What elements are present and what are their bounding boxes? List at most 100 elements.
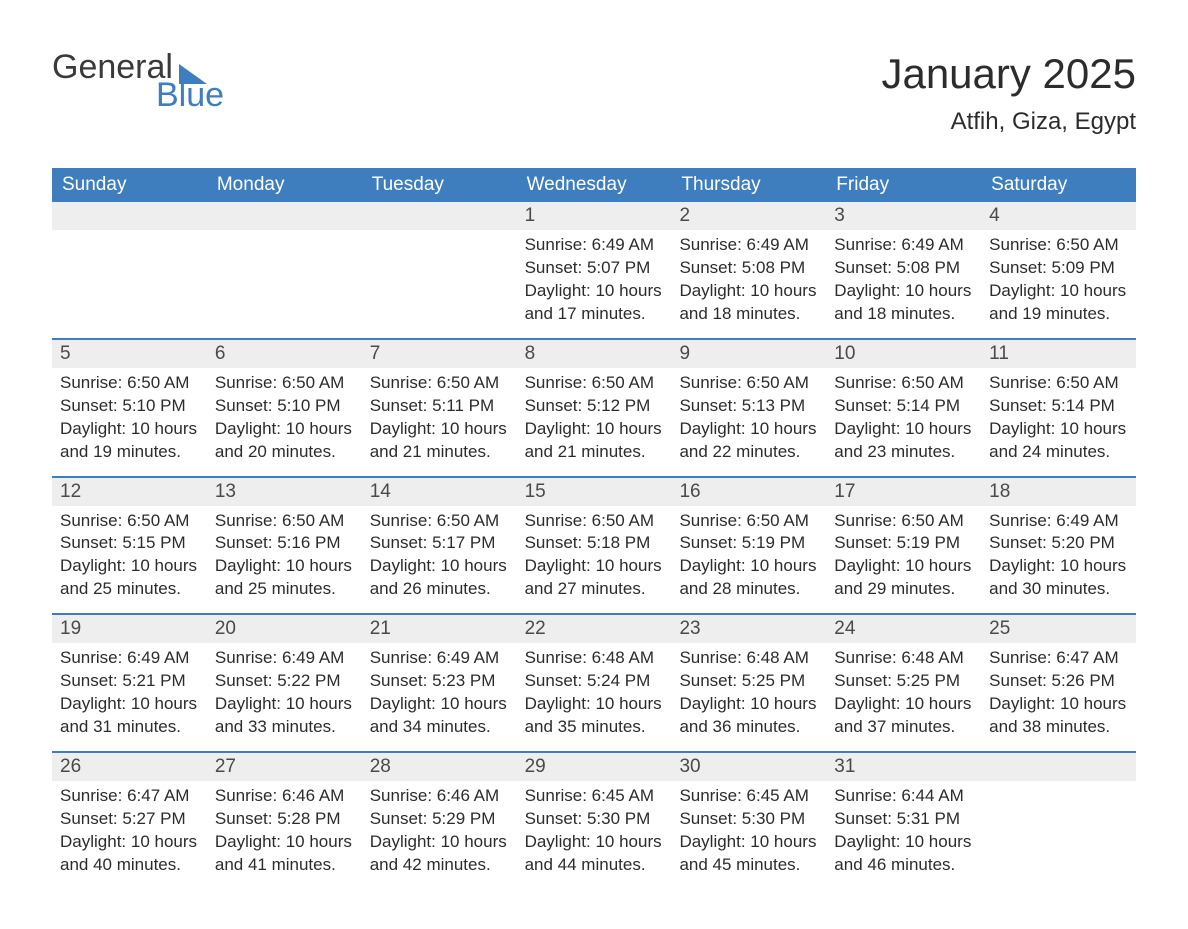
day-body: Sunrise: 6:49 AMSunset: 5:22 PMDaylight:… <box>207 643 362 751</box>
sunset-text: Sunset: 5:15 PM <box>60 532 199 555</box>
sunrise-text: Sunrise: 6:50 AM <box>679 510 818 533</box>
day-body: Sunrise: 6:50 AMSunset: 5:12 PMDaylight:… <box>517 368 672 476</box>
sunset-text: Sunset: 5:22 PM <box>215 670 354 693</box>
sunrise-text: Sunrise: 6:46 AM <box>215 785 354 808</box>
daylight-text: Daylight: 10 hours and 18 minutes. <box>834 280 973 326</box>
header: General Blue January 2025 Atfih, Giza, E… <box>52 50 1136 136</box>
day-body: Sunrise: 6:50 AMSunset: 5:15 PMDaylight:… <box>52 506 207 614</box>
daylight-text: Daylight: 10 hours and 24 minutes. <box>989 418 1128 464</box>
dow-tue: Tuesday <box>362 168 517 202</box>
daylight-text: Daylight: 10 hours and 26 minutes. <box>370 555 509 601</box>
daylight-text: Daylight: 10 hours and 41 minutes. <box>215 831 354 877</box>
day-body: Sunrise: 6:50 AMSunset: 5:11 PMDaylight:… <box>362 368 517 476</box>
sunset-text: Sunset: 5:10 PM <box>60 395 199 418</box>
day-body <box>207 230 362 338</box>
calendar: Sunday Monday Tuesday Wednesday Thursday… <box>52 168 1136 889</box>
dow-mon: Monday <box>207 168 362 202</box>
day-number: 19 <box>52 615 207 643</box>
daylight-text: Daylight: 10 hours and 45 minutes. <box>679 831 818 877</box>
daylight-text: Daylight: 10 hours and 20 minutes. <box>215 418 354 464</box>
sunset-text: Sunset: 5:20 PM <box>989 532 1128 555</box>
day-number: 4 <box>981 202 1136 230</box>
dow-fri: Friday <box>826 168 981 202</box>
sunset-text: Sunset: 5:24 PM <box>525 670 664 693</box>
sunrise-text: Sunrise: 6:48 AM <box>525 647 664 670</box>
day-number: 22 <box>517 615 672 643</box>
day-number: 26 <box>52 753 207 781</box>
day-number: 15 <box>517 478 672 506</box>
page: General Blue January 2025 Atfih, Giza, E… <box>0 0 1188 929</box>
day-number: 23 <box>671 615 826 643</box>
daylight-text: Daylight: 10 hours and 31 minutes. <box>60 693 199 739</box>
daylight-text: Daylight: 10 hours and 40 minutes. <box>60 831 199 877</box>
sunrise-text: Sunrise: 6:48 AM <box>679 647 818 670</box>
daybody-row: Sunrise: 6:50 AMSunset: 5:10 PMDaylight:… <box>52 368 1136 476</box>
weeks-container: 1234Sunrise: 6:49 AMSunset: 5:07 PMDayli… <box>52 202 1136 889</box>
sunrise-text: Sunrise: 6:49 AM <box>525 234 664 257</box>
sunset-text: Sunset: 5:18 PM <box>525 532 664 555</box>
day-number <box>52 202 207 230</box>
daylight-text: Daylight: 10 hours and 23 minutes. <box>834 418 973 464</box>
day-number: 27 <box>207 753 362 781</box>
day-number: 11 <box>981 340 1136 368</box>
daynum-row: 262728293031 <box>52 753 1136 781</box>
sunrise-text: Sunrise: 6:50 AM <box>834 372 973 395</box>
week-wrap: 12131415161718Sunrise: 6:50 AMSunset: 5:… <box>52 476 1136 614</box>
day-body: Sunrise: 6:50 AMSunset: 5:13 PMDaylight:… <box>671 368 826 476</box>
day-body: Sunrise: 6:50 AMSunset: 5:14 PMDaylight:… <box>981 368 1136 476</box>
dow-sun: Sunday <box>52 168 207 202</box>
day-number: 5 <box>52 340 207 368</box>
sunrise-text: Sunrise: 6:50 AM <box>60 372 199 395</box>
sunset-text: Sunset: 5:10 PM <box>215 395 354 418</box>
sunset-text: Sunset: 5:13 PM <box>679 395 818 418</box>
daylight-text: Daylight: 10 hours and 37 minutes. <box>834 693 973 739</box>
sunrise-text: Sunrise: 6:45 AM <box>679 785 818 808</box>
daylight-text: Daylight: 10 hours and 21 minutes. <box>525 418 664 464</box>
daylight-text: Daylight: 10 hours and 35 minutes. <box>525 693 664 739</box>
day-body: Sunrise: 6:49 AMSunset: 5:20 PMDaylight:… <box>981 506 1136 614</box>
sunrise-text: Sunrise: 6:50 AM <box>215 372 354 395</box>
daylight-text: Daylight: 10 hours and 42 minutes. <box>370 831 509 877</box>
day-number: 14 <box>362 478 517 506</box>
sunrise-text: Sunrise: 6:46 AM <box>370 785 509 808</box>
day-number: 24 <box>826 615 981 643</box>
sunset-text: Sunset: 5:08 PM <box>679 257 818 280</box>
sunset-text: Sunset: 5:30 PM <box>525 808 664 831</box>
day-number: 29 <box>517 753 672 781</box>
daylight-text: Daylight: 10 hours and 25 minutes. <box>215 555 354 601</box>
day-number: 12 <box>52 478 207 506</box>
logo-word2: Blue <box>156 78 224 112</box>
dow-sat: Saturday <box>981 168 1136 202</box>
daylight-text: Daylight: 10 hours and 34 minutes. <box>370 693 509 739</box>
sunrise-text: Sunrise: 6:49 AM <box>60 647 199 670</box>
sunset-text: Sunset: 5:14 PM <box>834 395 973 418</box>
week-wrap: 262728293031 Sunrise: 6:47 AMSunset: 5:2… <box>52 751 1136 889</box>
day-number: 30 <box>671 753 826 781</box>
sunrise-text: Sunrise: 6:50 AM <box>370 372 509 395</box>
day-number: 13 <box>207 478 362 506</box>
sunrise-text: Sunrise: 6:50 AM <box>525 372 664 395</box>
day-body: Sunrise: 6:47 AMSunset: 5:26 PMDaylight:… <box>981 643 1136 751</box>
day-number: 9 <box>671 340 826 368</box>
dow-thu: Thursday <box>671 168 826 202</box>
sunrise-text: Sunrise: 6:50 AM <box>989 372 1128 395</box>
daynum-row: 19202122232425 <box>52 615 1136 643</box>
daybody-row: Sunrise: 6:49 AMSunset: 5:07 PMDaylight:… <box>52 230 1136 338</box>
sunrise-text: Sunrise: 6:45 AM <box>525 785 664 808</box>
sunset-text: Sunset: 5:17 PM <box>370 532 509 555</box>
day-number: 6 <box>207 340 362 368</box>
sunset-text: Sunset: 5:25 PM <box>834 670 973 693</box>
daybody-row: Sunrise: 6:49 AMSunset: 5:21 PMDaylight:… <box>52 643 1136 751</box>
day-number: 10 <box>826 340 981 368</box>
day-number <box>981 753 1136 781</box>
dow-row: Sunday Monday Tuesday Wednesday Thursday… <box>52 168 1136 202</box>
daybody-row: Sunrise: 6:50 AM Sunset: 5:15 PM Daylight:… <box>52 506 1136 614</box>
day-number: 25 <box>981 615 1136 643</box>
day-body: Sunrise: 6:45 AMSunset: 5:30 PMDaylight:… <box>671 781 826 889</box>
sunrise-text: Sunrise: 6:50 AM <box>834 510 973 533</box>
sunset-text: Sunset: 5:19 PM <box>834 532 973 555</box>
sunset-text: Sunset: 5:16 PM <box>215 532 354 555</box>
day-number: 31 <box>826 753 981 781</box>
logo-word1: General <box>52 50 173 84</box>
sunset-text: Sunset: 5:21 PM <box>60 670 199 693</box>
